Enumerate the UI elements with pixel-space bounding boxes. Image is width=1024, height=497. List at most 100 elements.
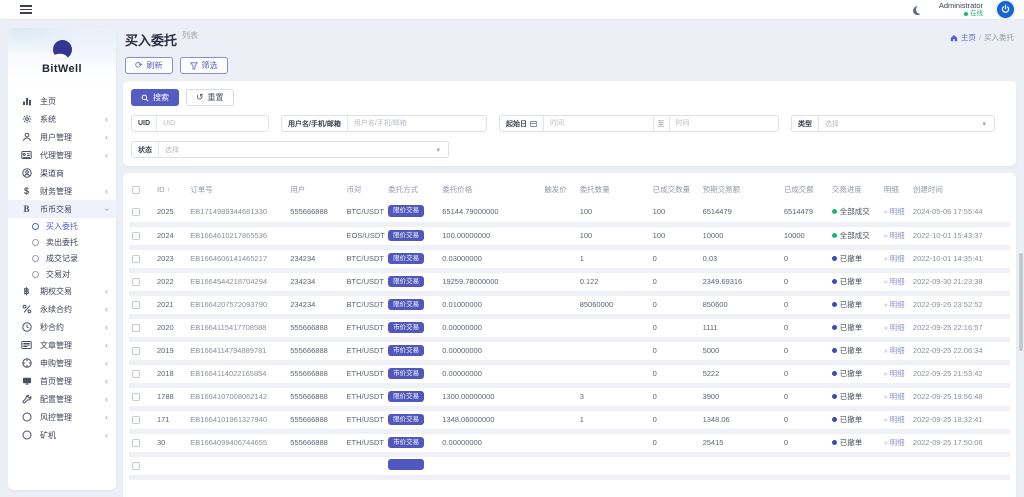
date-end-input[interactable] [669, 116, 778, 131]
row-checkbox[interactable] [132, 462, 140, 470]
menu-toggle-icon[interactable] [20, 3, 32, 16]
row-checkbox[interactable] [132, 439, 140, 447]
status-select[interactable]: 选择 ▾ [165, 146, 440, 154]
detail-link[interactable]: » 明细 [883, 369, 905, 378]
cell-qty [576, 362, 650, 385]
avatar[interactable] [997, 1, 1014, 18]
sidebar-item[interactable]: 用户管理 ‹ [8, 128, 116, 146]
row-checkbox[interactable] [132, 370, 140, 378]
detail-link[interactable]: » 明细 [883, 206, 905, 216]
sidebar-item[interactable]: 申购管理 ‹ [8, 354, 116, 372]
column-header[interactable]: ID ↑ [156, 185, 171, 194]
status-text: 已撤单 [839, 438, 863, 447]
date-start-input[interactable] [544, 116, 653, 131]
sidebar-subitem-item[interactable]: 交易对 [8, 266, 116, 282]
sidebar-item[interactable]: 代理管理 ‹ [8, 146, 116, 164]
sidebar-item[interactable]: B 币币交易 ‹ [8, 200, 116, 218]
sidebar-subitem-active[interactable]: 买入委托 [8, 218, 116, 234]
table-row[interactable]: 2020 EB1664115417708588 555666888 ETH/US… [129, 316, 1010, 339]
table-row[interactable] [129, 454, 1010, 477]
row-checkbox[interactable] [132, 301, 140, 309]
reset-button[interactable]: ↺ 重置 [186, 89, 234, 106]
column-header: 委托数量 [579, 185, 610, 194]
table-row[interactable]: 2025 EB1714989344681330 555666888 BTC/US… [129, 201, 1010, 224]
chevron-left-icon: ‹ [105, 131, 108, 142]
column-header: 已成交数量 [652, 185, 691, 194]
table-row[interactable]: 1788 EB1664107008062142 555666888 ETH/US… [129, 385, 1010, 408]
status-dot [831, 348, 837, 353]
detail-link[interactable]: » 明细 [883, 438, 905, 447]
cell-id: 171 [153, 408, 188, 431]
detail-link[interactable]: » 明细 [883, 254, 905, 263]
table-row[interactable]: 30 EB1664099406744655 555666888 ETH/USDT… [129, 431, 1010, 454]
row-checkbox[interactable] [132, 324, 140, 332]
sidebar-item[interactable]: 文章管理 ‹ [8, 336, 116, 354]
table-row[interactable]: 2023 EB1664606141465217 234234 BTC/USDT … [129, 247, 1010, 270]
detail-link[interactable]: » 明细 [883, 277, 905, 286]
topbar: Administrator 在线 [0, 0, 1024, 20]
dollar-icon: $ [23, 186, 29, 196]
sidebar-item[interactable]: $ 财务管理 ‹ [8, 182, 116, 200]
row-checkbox[interactable] [132, 393, 140, 401]
detail-link[interactable]: » 明细 [883, 323, 905, 332]
method-badge: 限价交易 [388, 275, 425, 288]
sidebar-item[interactable]: 矿机 ‹ [8, 426, 116, 444]
table-row[interactable]: 2021 EB1664207572093790 234234 BTC/USDT … [129, 293, 1010, 316]
detail-link[interactable]: » 明细 [883, 415, 905, 424]
detail-arrow-icon: » [883, 440, 888, 447]
brand-name: BitWell [42, 62, 82, 75]
detail-link[interactable]: » 明细 [883, 346, 905, 355]
sidebar-item[interactable]: ฿期权交易 ‹ [8, 282, 116, 300]
method-badge: 限价交易 [388, 229, 425, 242]
row-checkbox[interactable] [132, 232, 140, 240]
home-icon [950, 34, 958, 41]
refresh-button[interactable]: ⟳ 刷新 [125, 57, 173, 74]
cell-method: 市价交易 [385, 362, 440, 385]
select-all-checkbox[interactable] [132, 186, 140, 194]
column-header: 预期交易额 [702, 185, 741, 194]
breadcrumb-home[interactable]: 主页 [950, 32, 976, 43]
column-header: 币对 [346, 185, 362, 194]
sidebar-item[interactable]: 秒合约 ‹ [8, 318, 116, 336]
type-select[interactable]: 选择 ▾ [825, 120, 986, 128]
sidebar-item[interactable]: 渠道商 [8, 164, 116, 182]
reset-icon: ↺ [196, 92, 204, 102]
search-button[interactable]: 搜索 [131, 89, 179, 106]
cell-id: 1788 [153, 385, 188, 408]
cell-price: 1300.00000000 [439, 385, 542, 408]
cell-user: 555666888 [287, 385, 344, 408]
table-row[interactable]: 2024 EB1664610217865536 EOS/USDT 限价交易 10… [129, 224, 1010, 247]
status-dot [831, 208, 837, 214]
sidebar-subitem-item[interactable]: 成交记录 [8, 250, 116, 266]
cell-filled-qty: 0 [649, 362, 700, 385]
detail-link[interactable]: » 明细 [883, 392, 905, 401]
table-row[interactable]: 2019 EB1664114794889781 555666888 ETH/US… [129, 339, 1010, 362]
sidebar-item[interactable]: 风控管理 ‹ [8, 408, 116, 426]
sidebar-item[interactable]: 首页管理 ‹ [8, 372, 116, 390]
cell-status: 已撤单 [828, 247, 881, 270]
detail-link[interactable]: » 明细 [883, 300, 905, 309]
user-input[interactable] [347, 116, 486, 131]
row-checkbox[interactable] [132, 278, 140, 286]
sidebar-subitem-item[interactable]: 卖出委托 [8, 234, 116, 250]
sidebar-item[interactable]: 永续合约 ‹ [8, 300, 116, 318]
filter-button[interactable]: 筛选 [179, 57, 228, 74]
row-checkbox[interactable] [132, 416, 140, 424]
date-start-label: 起始日 [500, 116, 544, 131]
dark-mode-icon[interactable] [915, 4, 926, 15]
sidebar-item[interactable]: 系统 ‹ [8, 110, 116, 128]
uid-input[interactable] [157, 116, 268, 131]
scrollbar-thumb[interactable] [1019, 253, 1023, 351]
admin-menu[interactable]: Administrator 在线 [939, 1, 983, 19]
row-checkbox[interactable] [132, 347, 140, 355]
table-row[interactable]: 2018 EB1664114022165854 555666888 ETH/US… [129, 362, 1010, 385]
table-row[interactable]: 2022 EB1664544218704294 234234 BTC/USDT … [129, 270, 1010, 293]
cell-order-no: EB1664107008062142 [187, 385, 288, 408]
detail-link[interactable]: » 明细 [883, 231, 905, 240]
table-row[interactable]: 171 EB1664101961327940 555666888 ETH/USD… [129, 408, 1010, 431]
sidebar-item[interactable]: 配置管理 ‹ [8, 390, 116, 408]
row-checkbox[interactable] [132, 255, 140, 263]
sidebar-item[interactable]: 主页 [8, 92, 116, 110]
cell-price: 65144.79000000 [439, 201, 542, 224]
row-checkbox[interactable] [132, 207, 140, 216]
